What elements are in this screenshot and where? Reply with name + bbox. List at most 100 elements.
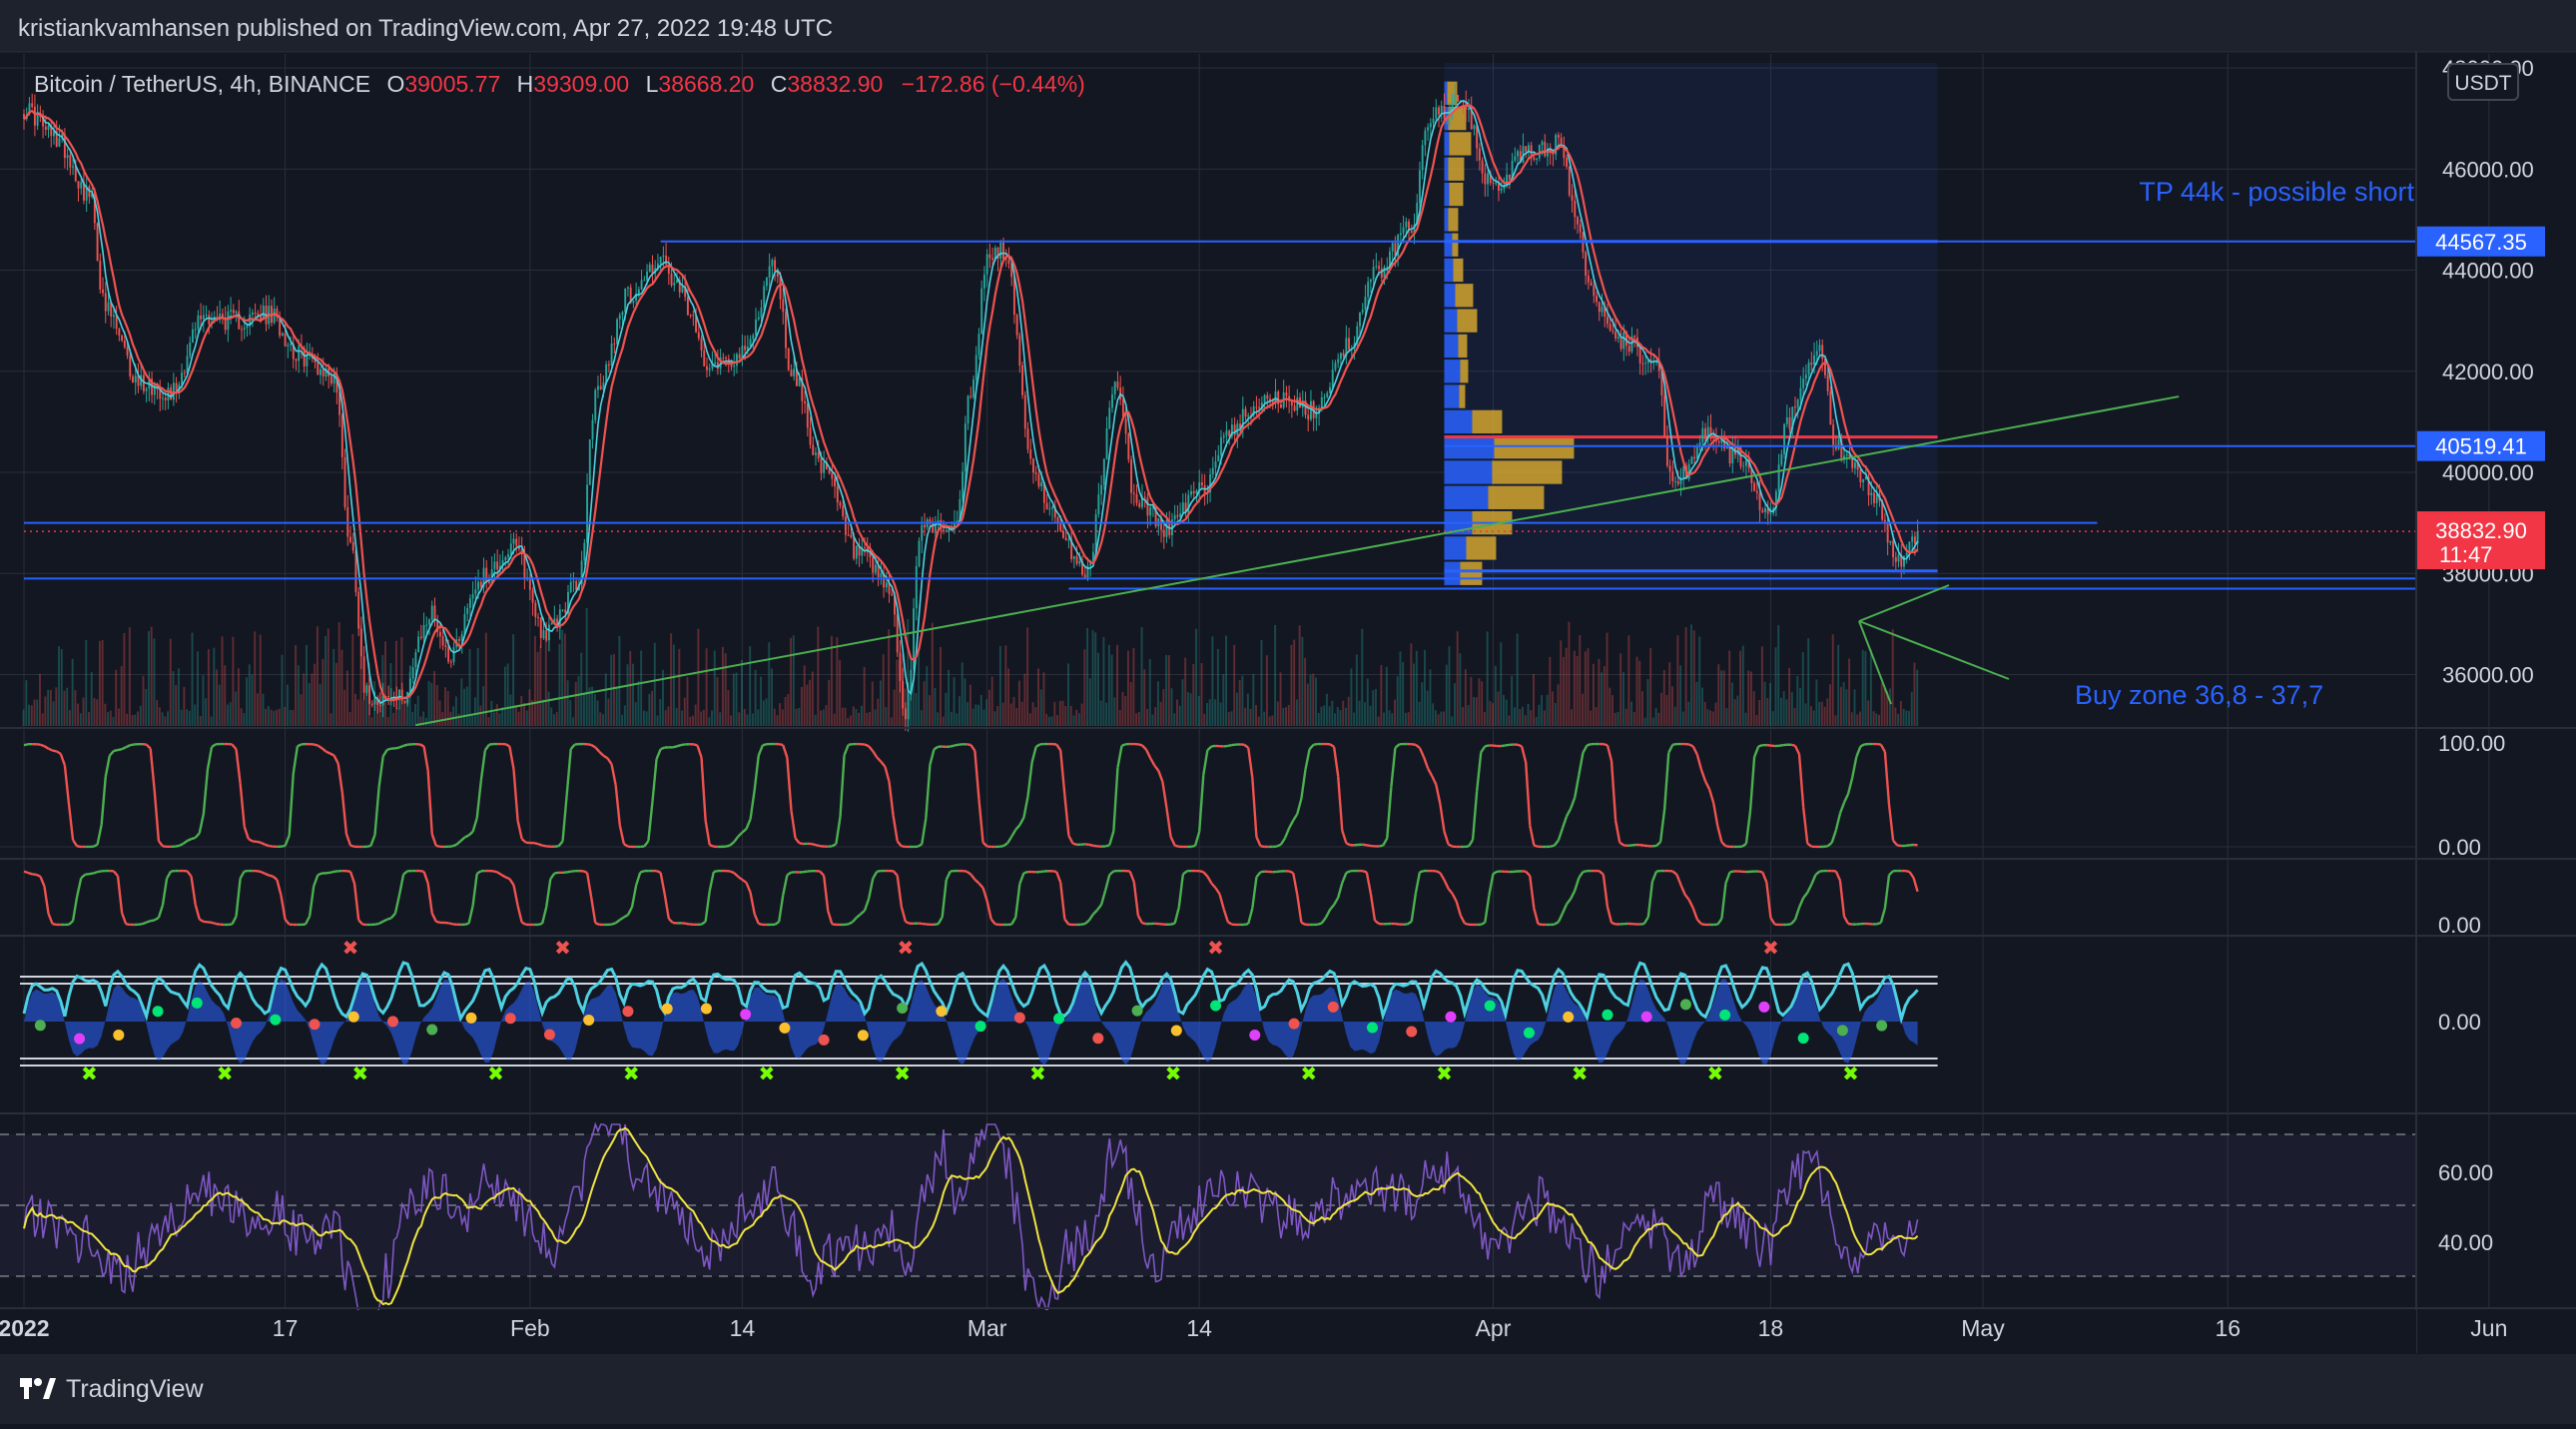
volume-bar <box>1821 702 1823 726</box>
volume-bar <box>711 710 713 726</box>
buy-zone-annotation[interactable]: Buy zone 36,8 - 37,7 <box>2075 680 2323 710</box>
volume-bar <box>265 709 267 726</box>
volume-bar <box>1405 713 1407 726</box>
time-tick-label: Apr <box>1476 1315 1512 1341</box>
volume-bar <box>1834 715 1836 726</box>
volume-bar <box>804 665 806 726</box>
candle-body <box>908 690 910 719</box>
volume-bar <box>689 717 691 726</box>
volume-bar <box>463 689 465 726</box>
wt-signal-dot <box>1210 1001 1221 1012</box>
candle-body <box>80 182 82 189</box>
volume-bar <box>1715 703 1717 726</box>
volume-bar <box>1075 710 1077 726</box>
candle-body <box>1805 374 1807 378</box>
oscillator-segment <box>1640 924 1644 925</box>
volume-bar <box>1435 710 1437 726</box>
volume-bar <box>189 711 191 726</box>
candle-body <box>219 314 221 317</box>
volume-bar <box>1679 665 1681 726</box>
volume-bar <box>200 716 202 726</box>
ohlc-legend[interactable]: Bitcoin / TetherUS, 4h, BINANCE O39005.7… <box>34 71 1085 97</box>
oscillator-segment <box>816 845 820 846</box>
oscillator-segment <box>208 922 212 923</box>
volume-bar <box>1424 650 1426 726</box>
oscillator-segment <box>1465 924 1469 925</box>
candle-body <box>975 355 977 379</box>
time-tick-label: May <box>1961 1315 2005 1341</box>
candle-body <box>1542 142 1544 145</box>
vp-bar-down <box>1492 460 1562 483</box>
volume-bar <box>1078 713 1080 726</box>
volume-bar <box>1143 669 1145 726</box>
vp-bar-up <box>1444 384 1459 407</box>
oscillator-segment <box>1040 871 1044 872</box>
oscillator-segment <box>1436 871 1440 873</box>
volume-bar <box>414 704 416 726</box>
candle-body <box>703 351 705 366</box>
volume-bar <box>1867 700 1869 726</box>
volume-bar <box>1350 668 1352 726</box>
volume-bar <box>1239 680 1241 726</box>
volume-bar <box>1854 689 1856 726</box>
volume-bar <box>782 709 784 726</box>
volume-bar <box>539 646 541 726</box>
currency-button[interactable]: USDT <box>2448 64 2518 100</box>
volume-bar <box>875 710 877 726</box>
candle-body <box>409 678 411 691</box>
volume-bar <box>194 704 196 726</box>
candle-body <box>962 471 964 499</box>
volume-bar <box>192 633 194 726</box>
volume-bar <box>1233 645 1235 726</box>
volume-bar <box>826 705 828 726</box>
volume-bar <box>1728 650 1730 726</box>
oscillator-segment <box>403 745 407 746</box>
candle-body <box>1016 315 1018 335</box>
candle-body <box>924 525 926 527</box>
oscillator-segment <box>1420 871 1424 872</box>
close-label: C <box>771 71 788 97</box>
volume-bar <box>1334 713 1336 726</box>
oscillator-segment <box>40 745 44 746</box>
volume-bar <box>542 700 544 726</box>
candle-body <box>230 310 232 312</box>
candle-body <box>864 547 866 548</box>
wt-signal-dot <box>1798 1033 1809 1044</box>
candle-body <box>1663 395 1665 436</box>
volume-bar <box>801 687 803 726</box>
candle-body <box>1419 171 1421 204</box>
candle-body <box>1225 430 1227 435</box>
tp-annotation[interactable]: TP 44k - possible short <box>2139 177 2414 207</box>
oscillator-segment <box>1232 745 1236 746</box>
oscillator-segment <box>212 923 216 924</box>
candle-body <box>349 537 351 542</box>
price-tick-label: 42000.00 <box>2442 359 2534 384</box>
volume-bar <box>238 668 240 726</box>
volume-bar <box>254 631 256 726</box>
volume-bar <box>1625 709 1627 726</box>
volume-bar <box>428 681 430 726</box>
candle-body <box>758 318 760 320</box>
candle-body <box>1914 536 1916 543</box>
wt-cross-icon: ✖ <box>1842 1064 1859 1085</box>
volume-bar <box>1266 655 1268 726</box>
oscillator-segment <box>346 871 350 872</box>
volume-bar <box>1489 701 1491 726</box>
wt-cross-icon: ✖ <box>81 1064 98 1085</box>
volume-bar <box>974 704 976 726</box>
candle-body <box>880 573 882 577</box>
candle-body <box>1620 337 1622 349</box>
candle-body <box>1182 502 1184 513</box>
volume-bar <box>651 691 653 726</box>
volume-bar <box>1862 650 1864 726</box>
wt-signal-dot <box>35 1020 46 1031</box>
candle-body <box>991 258 993 260</box>
candle-body <box>929 519 931 521</box>
oscillator-segment <box>32 874 36 875</box>
candle-body <box>121 336 123 341</box>
candle-body <box>1819 345 1821 351</box>
candle-body <box>831 473 833 478</box>
vp-bar-down <box>1472 410 1502 433</box>
